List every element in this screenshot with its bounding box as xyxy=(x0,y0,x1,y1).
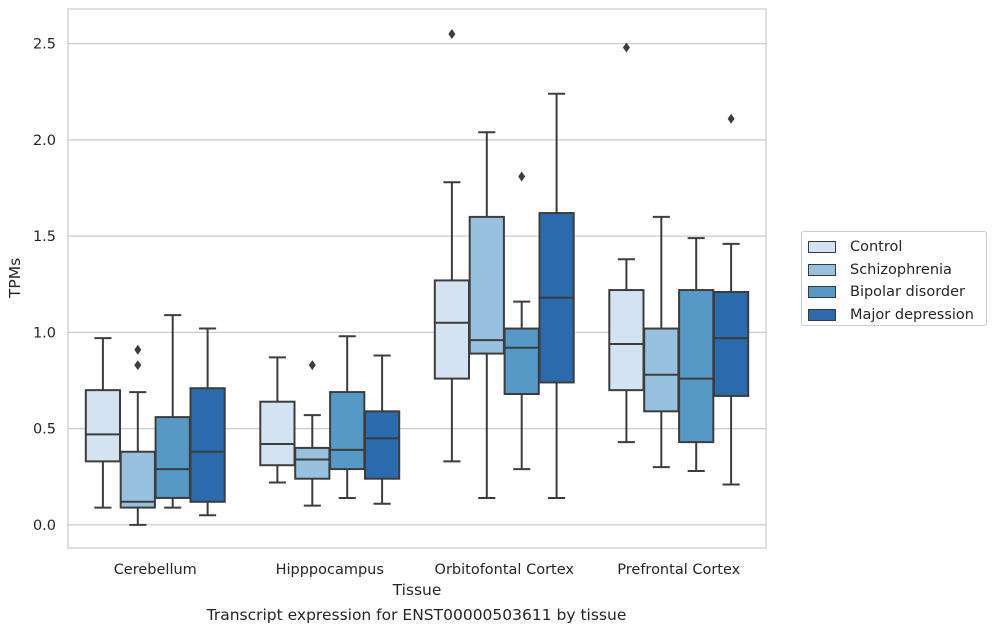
chart-caption: Transcript expression for ENST0000050361… xyxy=(206,606,627,624)
box-control xyxy=(84,337,122,509)
iqr-box xyxy=(119,450,156,509)
box-control xyxy=(433,29,471,463)
outlier-point xyxy=(448,29,456,40)
box-bipolar-disorder xyxy=(154,314,191,509)
iqr-box xyxy=(678,289,715,444)
legend-item: Bipolar disorder xyxy=(802,281,986,304)
y-tick-label: 0.5 xyxy=(33,422,56,438)
box-bipolar-disorder xyxy=(678,237,715,472)
iqr-box xyxy=(433,279,471,380)
y-tick-label: 2.5 xyxy=(33,37,56,53)
box-schizophrenia xyxy=(294,360,331,507)
y-axis-label: TPMs xyxy=(6,258,24,299)
x-axis-ticks: Cerebellum Hipppocampus Orbitofontal Corte… xyxy=(114,562,741,578)
y-tick-label: 0.0 xyxy=(33,518,56,534)
legend-swatch xyxy=(808,241,836,254)
plot-frame xyxy=(67,8,767,549)
outlier-point xyxy=(622,42,630,53)
legend-label: Major depression xyxy=(850,306,974,323)
x-tick-label: Hipppocampus xyxy=(276,562,384,578)
outlier-point xyxy=(518,171,526,182)
x-axis-label: Tissue xyxy=(392,581,442,599)
outlier-point xyxy=(134,344,142,355)
y-tick-label: 2.0 xyxy=(33,133,56,149)
legend-item: Control xyxy=(802,236,986,259)
box-major-depression xyxy=(538,92,575,499)
box-major-depression xyxy=(189,327,226,517)
iqr-box xyxy=(294,446,331,480)
iqr-box xyxy=(712,290,750,397)
boxes xyxy=(84,29,750,526)
legend-swatch xyxy=(808,263,836,276)
legend-label: Schizophrenia xyxy=(850,261,952,278)
legend-swatch xyxy=(808,308,836,321)
outlier-point xyxy=(308,360,316,371)
legend: Control Schizophrenia Bipolar disorder Majo… xyxy=(801,231,987,326)
legend-label: Bipolar disorder xyxy=(850,284,965,301)
outlier-point xyxy=(727,113,735,124)
box-control xyxy=(259,356,296,484)
box-schizophrenia xyxy=(119,344,156,526)
x-tick-label: Orbitofontal Cortex xyxy=(435,562,575,578)
legend-swatch xyxy=(808,286,836,299)
x-tick-label: Cerebellum xyxy=(114,562,197,578)
box-major-depression xyxy=(712,113,750,486)
iqr-box xyxy=(643,327,680,413)
y-tick-label: 1.0 xyxy=(33,325,56,341)
box-bipolar-disorder xyxy=(503,171,540,471)
iqr-box xyxy=(468,215,505,355)
outlier-point xyxy=(134,360,142,371)
y-tick-label: 1.5 xyxy=(33,229,56,245)
legend-label: Control xyxy=(850,239,903,256)
iqr-box xyxy=(84,389,122,463)
iqr-box xyxy=(154,416,191,499)
box-schizophrenia xyxy=(643,215,680,469)
iqr-box xyxy=(363,410,401,480)
x-tick-label: Prefrontal Cortex xyxy=(617,562,740,578)
iqr-box xyxy=(503,327,540,395)
box-bipolar-disorder xyxy=(329,335,366,499)
legend-item: Schizophrenia xyxy=(802,259,986,282)
y-axis-ticks: 0.0 0.5 1.0 1.5 2.0 2.5 xyxy=(33,37,56,534)
iqr-box xyxy=(608,289,645,392)
box-control xyxy=(608,42,645,444)
iqr-box xyxy=(329,391,366,471)
box-major-depression xyxy=(363,354,401,505)
legend-item: Major depression xyxy=(802,304,986,327)
iqr-box xyxy=(259,400,296,467)
box-schizophrenia xyxy=(468,131,505,499)
iqr-box xyxy=(189,387,226,503)
